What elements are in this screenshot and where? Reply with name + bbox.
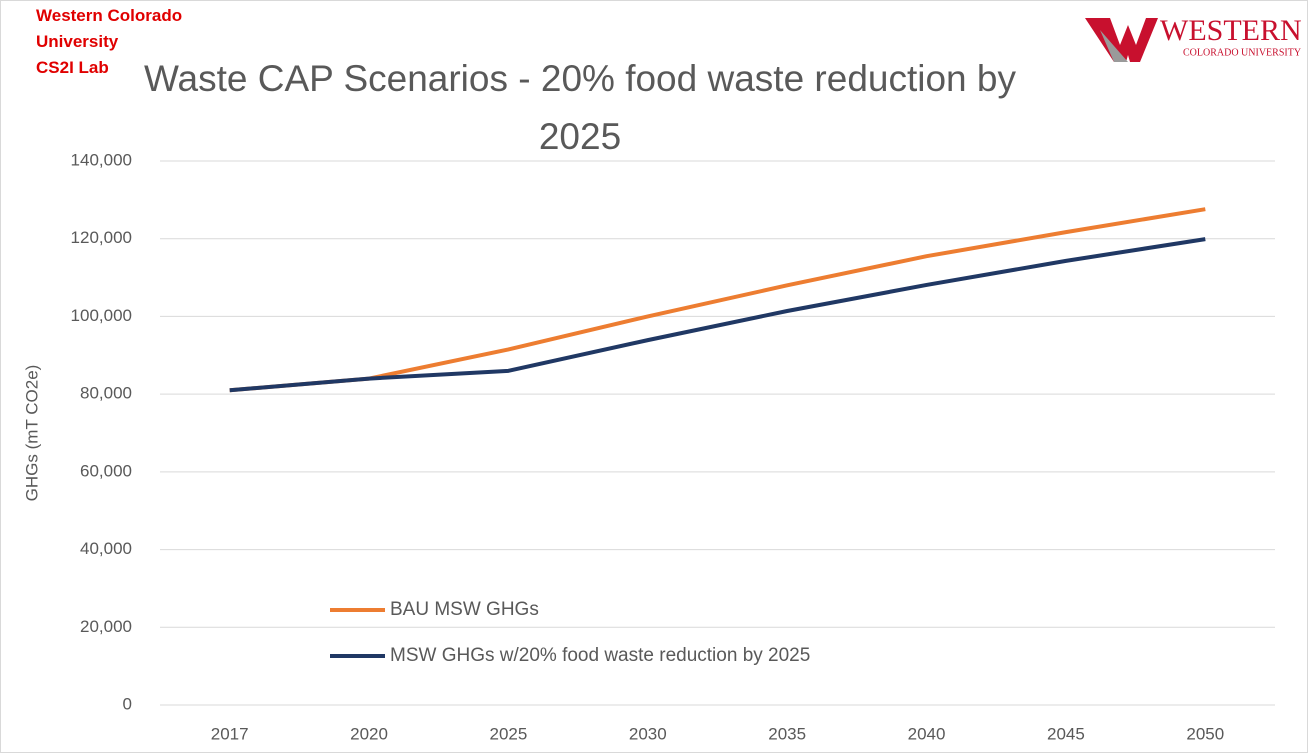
annotation: CS2I Lab bbox=[36, 58, 109, 77]
y-tick-label: 0 bbox=[123, 694, 132, 713]
logo: WESTERN COLORADO UNIVERSITY bbox=[1085, 14, 1302, 62]
x-tick-label: 2020 bbox=[350, 724, 388, 743]
x-tick-label: 2035 bbox=[768, 724, 806, 743]
logo-mark bbox=[1085, 18, 1158, 62]
y-tick-label: 120,000 bbox=[71, 228, 132, 247]
x-tick-label: 2017 bbox=[211, 724, 249, 743]
y-tick-label: 100,000 bbox=[71, 306, 132, 325]
x-tick-label: 2030 bbox=[629, 724, 667, 743]
x-tick-label: 2025 bbox=[490, 724, 528, 743]
annotation: University bbox=[36, 32, 119, 51]
series-line bbox=[229, 207, 1206, 393]
logo-name: WESTERN bbox=[1160, 14, 1302, 47]
logo-subtitle: COLORADO UNIVERSITY bbox=[1183, 47, 1301, 58]
y-axis-label: GHGs (mT CO2e) bbox=[22, 365, 41, 502]
annotation: Western Colorado bbox=[36, 6, 183, 25]
x-tick-label: 2040 bbox=[908, 724, 946, 743]
x-tick-label: 2050 bbox=[1186, 724, 1224, 743]
series-line bbox=[229, 237, 1206, 393]
chart-title: Waste CAP Scenarios - 20% food waste red… bbox=[144, 58, 1016, 157]
legend-label: MSW GHGs w/20% food waste reduction by 2… bbox=[390, 645, 810, 666]
x-tick-label: 2045 bbox=[1047, 724, 1085, 743]
legend-label: BAU MSW GHGs bbox=[390, 599, 539, 620]
y-tick-label: 140,000 bbox=[71, 150, 132, 169]
y-tick-label: 40,000 bbox=[80, 539, 132, 558]
logo-mark-shade bbox=[1100, 30, 1128, 62]
y-tick-label: 80,000 bbox=[80, 384, 132, 403]
y-tick-label: 60,000 bbox=[80, 461, 132, 480]
y-tick-label: 20,000 bbox=[80, 617, 132, 636]
